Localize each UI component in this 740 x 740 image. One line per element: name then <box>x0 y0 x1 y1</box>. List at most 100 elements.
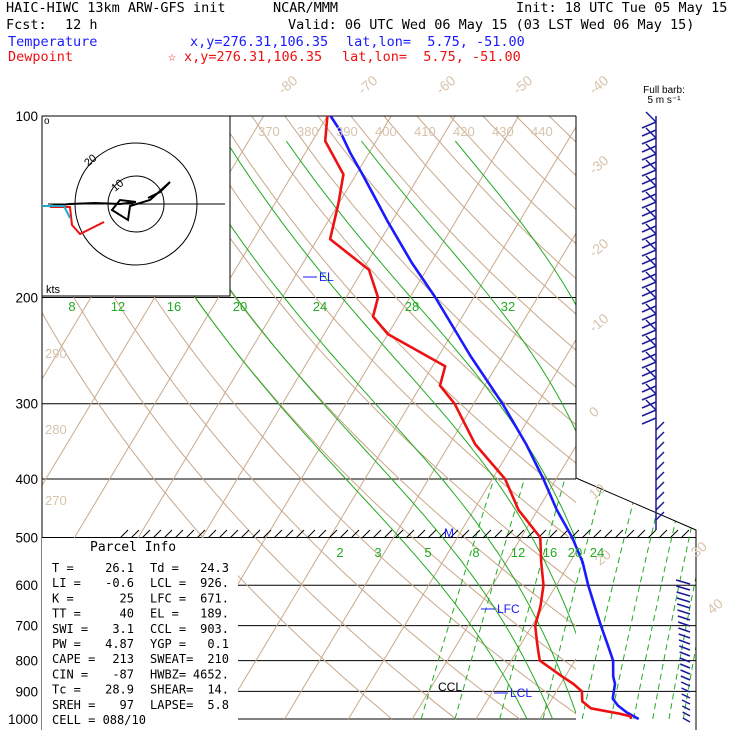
sounding-series <box>323 115 640 721</box>
hatch-mark <box>174 529 184 539</box>
hatch-mark <box>559 529 569 539</box>
hatch-mark <box>207 529 217 539</box>
hatch-mark <box>141 529 151 539</box>
marker-ccl: CCL <box>438 680 462 694</box>
wind-barb <box>641 265 657 273</box>
hatch-mark <box>669 529 679 539</box>
hatch-mark <box>240 529 250 539</box>
theta-label: 430 <box>492 124 514 139</box>
wind-barb <box>641 201 657 209</box>
wind-barb <box>641 169 657 177</box>
hatch-mark <box>482 529 492 539</box>
pressure-label-200: 200 <box>15 291 38 306</box>
hatch-mark <box>284 529 294 539</box>
theta-label: 440 <box>531 124 553 139</box>
parcel-value: 40 <box>120 607 134 621</box>
wind-barb <box>641 313 657 321</box>
wind-barb-flag <box>645 271 657 283</box>
theta-line <box>42 238 457 720</box>
mixing-label-upper: 32 <box>501 299 515 314</box>
hatch-mark <box>603 529 613 539</box>
hatch-mark <box>196 529 206 539</box>
theta-line <box>218 116 576 504</box>
parcel-key: SREH = <box>52 698 95 712</box>
moist-adiabat-line <box>361 140 576 433</box>
isotherm-line <box>220 126 576 720</box>
wind-barb <box>680 669 691 675</box>
isotherm-line <box>284 232 576 720</box>
wind-barb <box>678 627 691 633</box>
wind-barb <box>641 353 657 361</box>
wind-barb <box>676 591 691 597</box>
parcel-value: 0.1 <box>207 637 229 651</box>
wind-barb <box>641 185 657 193</box>
wind-barb <box>655 471 665 481</box>
pressure-label-400: 400 <box>15 472 38 487</box>
model-title: HAIC-HIWC 13km ARW-GFS init <box>6 0 226 16</box>
hodograph-trace-left <box>49 201 137 207</box>
wind-barb <box>655 491 665 501</box>
wind-barb <box>675 579 691 585</box>
isotherm-line <box>604 116 740 719</box>
dewpoint-line <box>323 115 633 720</box>
mixing-ratio-line <box>610 478 696 720</box>
hatch-mark <box>185 529 195 539</box>
hatch-mark <box>273 529 283 539</box>
wind-barb <box>681 693 691 699</box>
wind-barb-flag <box>645 191 657 203</box>
parcel-key: TT = <box>52 607 81 621</box>
wind-barb <box>655 451 665 461</box>
mixing-label-lower: 20 <box>568 545 582 560</box>
wind-barb <box>641 361 657 369</box>
pressure-label-100: 100 <box>15 109 38 124</box>
wind-barb <box>641 393 657 401</box>
parcel-key: SWEAT= <box>150 652 193 666</box>
isotherm-label: 40 <box>704 595 726 617</box>
wind-barb <box>678 639 691 645</box>
wind-barb <box>641 121 657 129</box>
wind-barb <box>679 651 691 657</box>
parcel-key: EL = <box>150 607 179 621</box>
pressure-label-300: 300 <box>15 397 38 412</box>
wind-barb-flag <box>645 143 657 155</box>
parcel-key: SWI = <box>52 622 88 636</box>
wind-barb <box>655 431 665 441</box>
wind-barb-flag <box>645 367 657 379</box>
theta-label: 280 <box>45 422 67 437</box>
barb-legend-line1: Full barb: <box>643 85 685 96</box>
wind-barb <box>681 699 691 705</box>
wind-barb <box>679 657 691 663</box>
parcel-key: LFC = <box>150 591 186 605</box>
wind-barb <box>676 585 691 591</box>
mixing-label-lower: 12 <box>511 545 525 560</box>
parcel-key: CAPE = <box>52 652 95 666</box>
wind-barb <box>641 161 657 169</box>
moist-adiabat-line <box>225 140 576 635</box>
hodograph-storm-motion <box>50 206 105 236</box>
hatch-mark <box>427 529 437 539</box>
valid-time: Valid: 06 UTC Wed 06 May 15 (03 LST Wed … <box>288 17 695 33</box>
pressure-label-700: 700 <box>15 619 38 634</box>
hatch-mark <box>405 529 415 539</box>
theta-label: 410 <box>414 124 436 139</box>
marker-lcl: LCL <box>510 686 532 700</box>
wind-barb-flag <box>645 127 657 139</box>
hatch-mark <box>163 529 173 539</box>
moist-adiabat-line <box>100 140 528 720</box>
hodograph-low-level <box>42 205 71 219</box>
wind-barb <box>679 663 691 669</box>
mixing-ratio-line <box>633 478 696 720</box>
theta-label: 400 <box>375 124 397 139</box>
mixing-label-lower: 2 <box>336 545 343 560</box>
wind-barb <box>641 417 657 425</box>
wind-barb <box>641 369 657 377</box>
wind-barb <box>641 233 657 241</box>
fcst-label: Fcst: <box>6 17 47 33</box>
org-label: NCAR/MMM <box>273 0 339 16</box>
wind-barb <box>641 137 657 145</box>
hatch-mark <box>504 529 514 539</box>
parcel-key: K = <box>52 591 74 605</box>
isotherm-label: -80 <box>275 72 301 97</box>
temperature-line <box>329 115 640 721</box>
pressure-label-800: 800 <box>15 654 38 669</box>
